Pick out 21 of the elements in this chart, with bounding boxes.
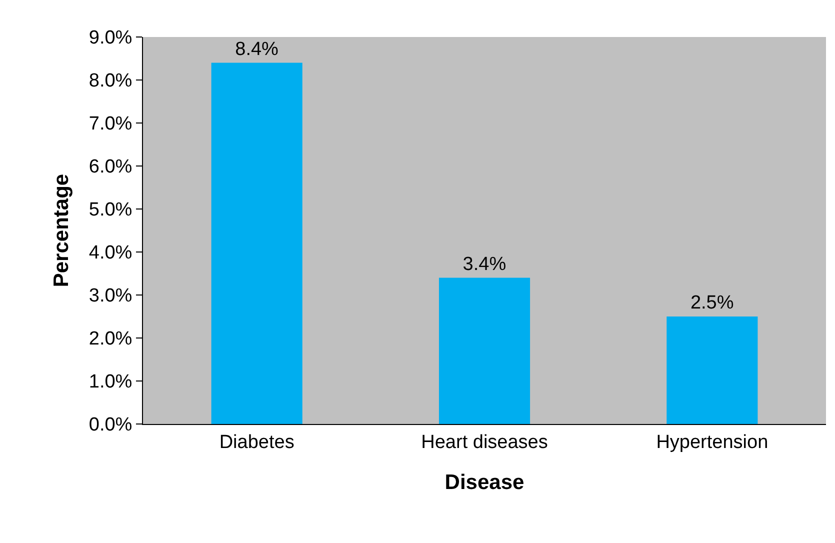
bar <box>666 316 758 424</box>
y-tick-label: 0.0% <box>88 414 132 436</box>
y-tick-label: 8.0% <box>88 70 132 92</box>
data-label: 3.4% <box>462 254 506 275</box>
y-tick-label: 1.0% <box>88 372 132 393</box>
x-tick-label: Heart diseases <box>421 432 548 453</box>
y-tick-label: 9.0% <box>88 28 132 49</box>
bar <box>211 62 302 424</box>
data-label: 2.5% <box>690 292 734 314</box>
y-tick-label: 6.0% <box>88 156 132 178</box>
y-tick-label: 2.0% <box>88 328 132 350</box>
x-axis-title: Disease <box>444 471 524 494</box>
y-tick-label: 3.0% <box>88 286 132 307</box>
x-tick-label: Hypertension <box>656 432 768 453</box>
x-tick-label: Diabetes <box>219 432 294 453</box>
y-axis-title: Percentage <box>50 174 74 288</box>
bar <box>438 278 530 424</box>
y-tick-label: 4.0% <box>88 242 132 264</box>
y-tick-label: 5.0% <box>88 200 132 221</box>
y-tick-label: 7.0% <box>88 114 132 135</box>
data-label: 8.4% <box>235 38 279 60</box>
